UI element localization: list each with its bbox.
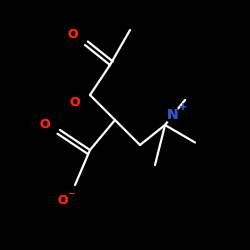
Text: O: O xyxy=(70,96,80,109)
Text: +: + xyxy=(179,102,187,113)
Text: −: − xyxy=(68,189,75,198)
Text: O: O xyxy=(40,118,50,132)
Text: O: O xyxy=(57,194,68,206)
Text: O: O xyxy=(70,96,80,109)
Text: N: N xyxy=(167,108,178,122)
Text: N: N xyxy=(167,108,178,122)
Circle shape xyxy=(38,118,52,132)
Circle shape xyxy=(68,95,82,110)
Text: O: O xyxy=(40,118,50,132)
Text: O: O xyxy=(57,194,68,206)
Text: O: O xyxy=(67,28,78,42)
Text: −: − xyxy=(68,189,75,198)
Circle shape xyxy=(165,108,180,122)
Circle shape xyxy=(65,28,80,42)
Text: O: O xyxy=(67,28,78,42)
Circle shape xyxy=(55,192,70,208)
Text: +: + xyxy=(179,102,187,113)
